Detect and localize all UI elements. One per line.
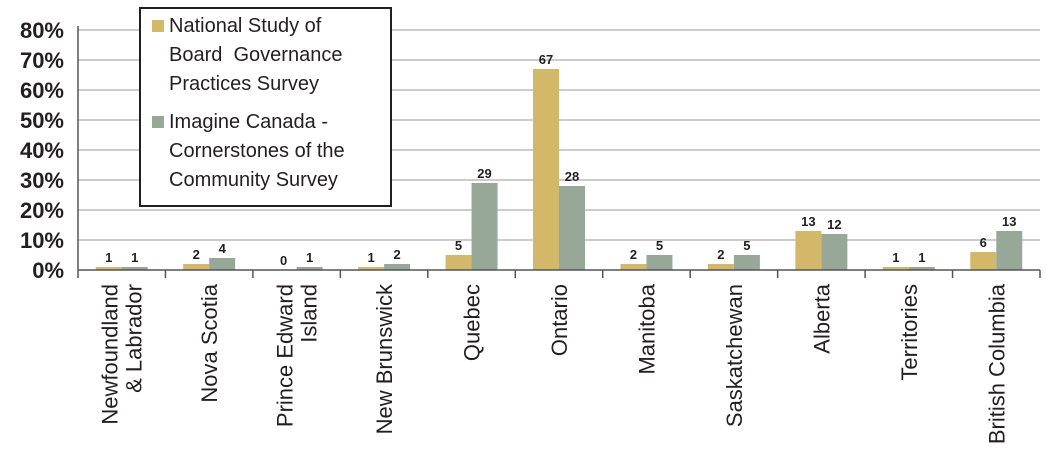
bar-imagine-canada: [121, 267, 148, 270]
bar-national-study: [95, 267, 122, 270]
x-tick-label-line: Territories: [897, 284, 922, 381]
data-label: 1: [105, 250, 112, 265]
bar-imagine-canada: [471, 183, 498, 270]
legend-label-line: National Study of: [169, 15, 322, 37]
x-tick-label-line: Island: [297, 284, 322, 343]
x-tick-label: Prince Edward Island: [273, 284, 322, 427]
x-tick-label: Nova Scotia: [197, 283, 222, 402]
y-tick-label: 80%: [20, 18, 64, 43]
bar-imagine-canada: [908, 267, 935, 270]
y-tick-label: 30%: [20, 168, 64, 193]
data-label: 29: [477, 166, 491, 181]
data-label: 1: [892, 250, 899, 265]
x-tick-label: Newfoundland & Labrador: [98, 284, 147, 425]
legend-label-line: Board Governance: [169, 44, 342, 66]
bar-national-study: [795, 231, 822, 270]
legend-label-line: Practices Survey: [169, 73, 319, 95]
bar-imagine-canada: [646, 255, 673, 270]
bar-national-study: [707, 264, 734, 270]
data-label: 5: [743, 238, 750, 253]
data-label: 6: [980, 235, 987, 250]
data-label: 1: [367, 250, 374, 265]
data-label: 13: [1002, 214, 1016, 229]
data-label: 13: [801, 214, 815, 229]
bar-imagine-canada: [733, 255, 760, 270]
x-tick-label-line: Saskatchewan: [722, 284, 747, 427]
x-tick-label-line: Alberta: [809, 283, 834, 353]
legend-swatch: [152, 116, 164, 128]
x-tick-label: Saskatchewan: [722, 284, 747, 427]
bar-imagine-canada: [559, 186, 585, 270]
y-tick-label: 0%: [32, 258, 64, 283]
x-tick-label-line: Ontario: [547, 284, 572, 356]
x-tick-label-line: Prince Edward: [273, 284, 298, 427]
legend-label-line: Community Survey: [169, 169, 338, 191]
data-label: 2: [193, 247, 200, 262]
bar-national-study: [183, 264, 210, 270]
x-tick-label-line: & Labrador: [122, 284, 147, 393]
bar-national-study: [358, 267, 385, 270]
y-tick-label: 40%: [20, 138, 64, 163]
y-axis: 0% 10% 20% 30% 40% 50% 60% 70% 80%: [20, 18, 79, 283]
data-label: 2: [630, 247, 637, 262]
bar-imagine-canada: [384, 264, 411, 270]
x-tick-label: Quebec: [460, 284, 485, 361]
x-tick-label: British Columbia: [984, 283, 1009, 444]
data-label: 12: [827, 217, 841, 232]
y-tick-label: 60%: [20, 78, 64, 103]
data-label: 5: [656, 238, 663, 253]
x-tick-label-line: Quebec: [460, 284, 485, 361]
x-tick-label: Alberta: [809, 283, 834, 353]
legend-swatch: [152, 20, 164, 32]
bar-imagine-canada: [209, 258, 236, 270]
bar-national-study: [882, 267, 909, 270]
data-label: 1: [918, 250, 925, 265]
bar-national-study: [533, 69, 559, 270]
data-label: 1: [131, 250, 138, 265]
x-tick-label-line: Manitoba: [634, 283, 659, 374]
y-tick-label: 70%: [20, 48, 64, 73]
data-label: 4: [219, 241, 227, 256]
bars: [95, 69, 1023, 270]
bar-national-study: [970, 252, 997, 270]
x-tick-label-line: New Brunswick: [372, 283, 397, 434]
data-label: 28: [565, 169, 579, 184]
bar-national-study: [620, 264, 647, 270]
x-axis: Newfoundland & Labrador Nova Scotia Prince …: [77, 269, 1041, 444]
x-tick-label: Ontario: [547, 284, 572, 356]
x-tick-label-line: British Columbia: [984, 283, 1009, 444]
y-tick-label: 50%: [20, 108, 64, 133]
bar-national-study: [445, 255, 472, 270]
data-label: 2: [393, 247, 400, 262]
legend-label-line: Imagine Canada -: [169, 111, 328, 133]
legend: National Study of Board Governance Practic…: [139, 7, 392, 207]
bar-imagine-canada: [296, 267, 323, 270]
bar-imagine-canada: [821, 234, 848, 270]
x-tick-label-line: Nova Scotia: [197, 283, 222, 402]
data-label: 67: [539, 52, 553, 67]
x-tick-label: Territories: [897, 284, 922, 381]
bar-imagine-canada: [996, 231, 1023, 270]
data-label: 2: [717, 247, 724, 262]
x-tick-label: New Brunswick: [372, 283, 397, 434]
legend-box: [139, 7, 392, 207]
x-tick-label: Manitoba: [634, 283, 659, 374]
data-label: 0: [280, 253, 287, 268]
data-label: 5: [455, 238, 462, 253]
data-label: 1: [306, 250, 313, 265]
y-tick-label: 20%: [20, 198, 64, 223]
x-tick-label-line: Newfoundland: [98, 284, 123, 425]
legend-label-line: Cornerstones of the: [169, 140, 345, 162]
y-tick-label: 10%: [20, 228, 64, 253]
